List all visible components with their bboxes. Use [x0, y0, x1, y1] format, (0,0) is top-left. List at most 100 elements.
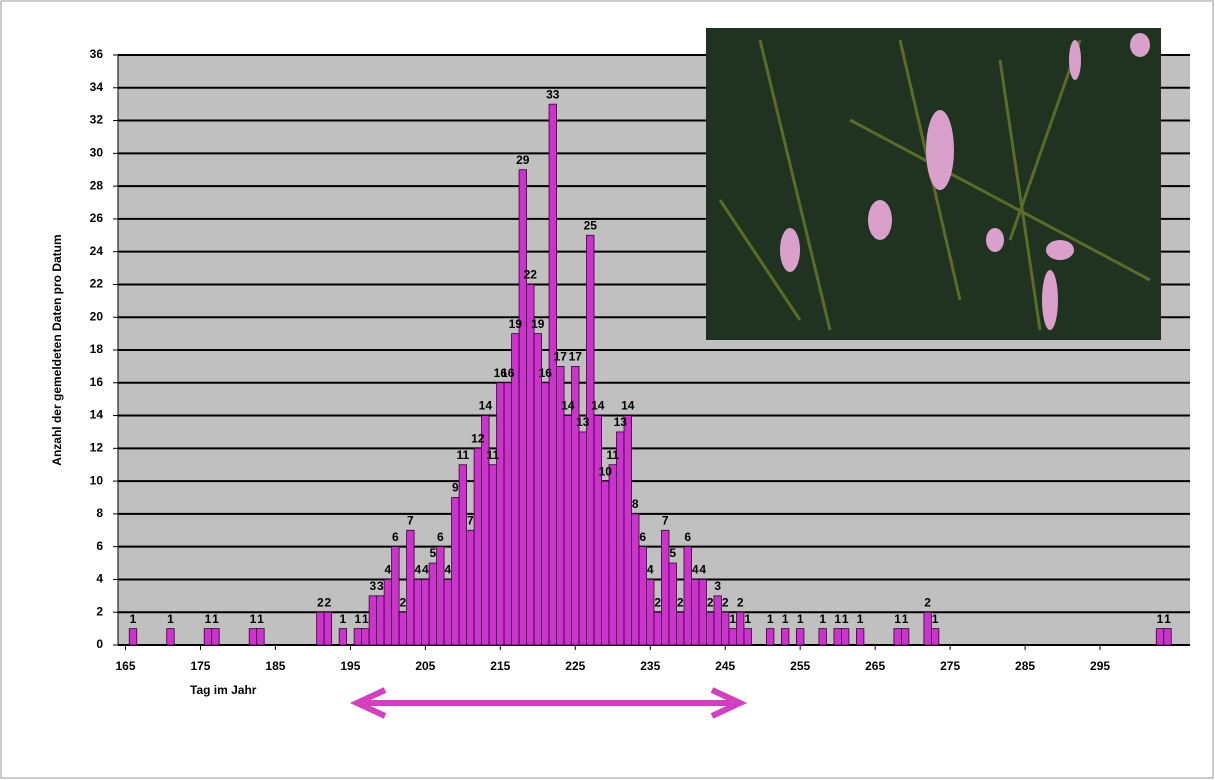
y-tick-label: 26 [90, 211, 104, 225]
data-label: 6 [684, 530, 691, 544]
x-tick-label: 215 [490, 659, 510, 673]
data-label: 3 [714, 579, 721, 593]
bar [428, 562, 438, 646]
data-label: 7 [467, 513, 474, 527]
bar [391, 546, 400, 646]
bar [421, 579, 430, 646]
data-label: 16 [501, 366, 515, 380]
bar [796, 628, 805, 646]
data-label: 1 [902, 612, 909, 626]
y-tick-label: 32 [90, 113, 104, 127]
bar [713, 595, 722, 646]
data-label: 1 [767, 612, 774, 626]
data-label: 19 [531, 317, 545, 331]
x-tick-label: 185 [265, 659, 285, 673]
data-label: 5 [669, 546, 676, 560]
data-label: 1 [362, 612, 369, 626]
bar [406, 529, 415, 646]
data-label: 2 [677, 595, 684, 609]
bar [473, 447, 482, 646]
bar [526, 284, 535, 646]
data-label: 1 [340, 612, 347, 626]
data-label: 13 [614, 415, 628, 429]
data-label: 22 [524, 268, 538, 282]
bar [166, 628, 175, 646]
bar [316, 611, 325, 646]
bar [451, 497, 460, 646]
data-label: 2 [400, 595, 407, 609]
bar [563, 415, 572, 646]
data-label: 1 [834, 612, 841, 626]
bar [466, 529, 475, 646]
bar [623, 415, 632, 646]
y-tick-label: 24 [90, 244, 104, 258]
data-label: 4 [445, 563, 452, 577]
data-label: 16 [539, 366, 553, 380]
data-label: 4 [699, 563, 706, 577]
bar [488, 464, 497, 646]
data-label: 1 [355, 612, 362, 626]
bar [676, 611, 685, 646]
bar [338, 628, 348, 646]
data-label: 11 [456, 448, 469, 462]
y-tick-label: 10 [90, 473, 104, 487]
bar [930, 628, 940, 646]
bar [413, 579, 423, 646]
bar [323, 611, 333, 646]
x-tick-label: 235 [640, 659, 660, 673]
x-tick-label: 285 [1015, 659, 1035, 673]
bar [256, 628, 265, 646]
data-label: 1 [744, 612, 751, 626]
data-label: 29 [516, 153, 530, 167]
data-label: 8 [632, 497, 639, 511]
data-label: 1 [819, 612, 826, 626]
bar [376, 595, 385, 646]
data-label: 11 [486, 448, 499, 462]
bar [841, 628, 850, 646]
bar [743, 628, 752, 646]
bar [436, 546, 445, 646]
bar [638, 546, 647, 646]
data-label: 7 [662, 513, 669, 527]
bar [766, 628, 775, 646]
data-label: 1 [894, 612, 901, 626]
data-label: 17 [554, 350, 568, 364]
data-label: 2 [924, 595, 931, 609]
data-label: 2 [707, 595, 714, 609]
data-label: 1 [1157, 612, 1164, 626]
data-label: 2 [722, 595, 729, 609]
photo-flowers [780, 33, 1150, 330]
bar [736, 611, 745, 646]
bar [923, 611, 932, 646]
data-label: 4 [385, 563, 392, 577]
bar [683, 546, 692, 646]
bar [518, 169, 527, 646]
bar [578, 431, 587, 646]
y-tick-label: 20 [90, 309, 104, 323]
x-tick-label: 175 [190, 659, 210, 673]
bar [616, 431, 625, 646]
bar [503, 382, 512, 646]
data-label: 2 [317, 595, 324, 609]
bar [496, 382, 505, 646]
y-tick-label: 6 [96, 539, 103, 553]
bar [1163, 628, 1172, 646]
bar [383, 579, 393, 646]
bar [698, 579, 707, 646]
data-label: 1 [212, 612, 219, 626]
y-tick-label: 18 [90, 342, 104, 356]
bar [533, 333, 542, 646]
data-label: 3 [370, 579, 377, 593]
y-tick-label: 2 [96, 604, 103, 618]
bar [211, 628, 220, 646]
data-label: 1 [782, 612, 789, 626]
data-label: 1 [130, 612, 137, 626]
data-label: 33 [546, 87, 560, 101]
data-label: 7 [407, 513, 414, 527]
x-tick-label: 295 [1090, 659, 1110, 673]
y-tick-label: 14 [90, 408, 104, 422]
range-arrow [349, 687, 748, 719]
bar [706, 611, 715, 646]
data-label: 1 [1164, 612, 1171, 626]
bar [353, 628, 363, 646]
